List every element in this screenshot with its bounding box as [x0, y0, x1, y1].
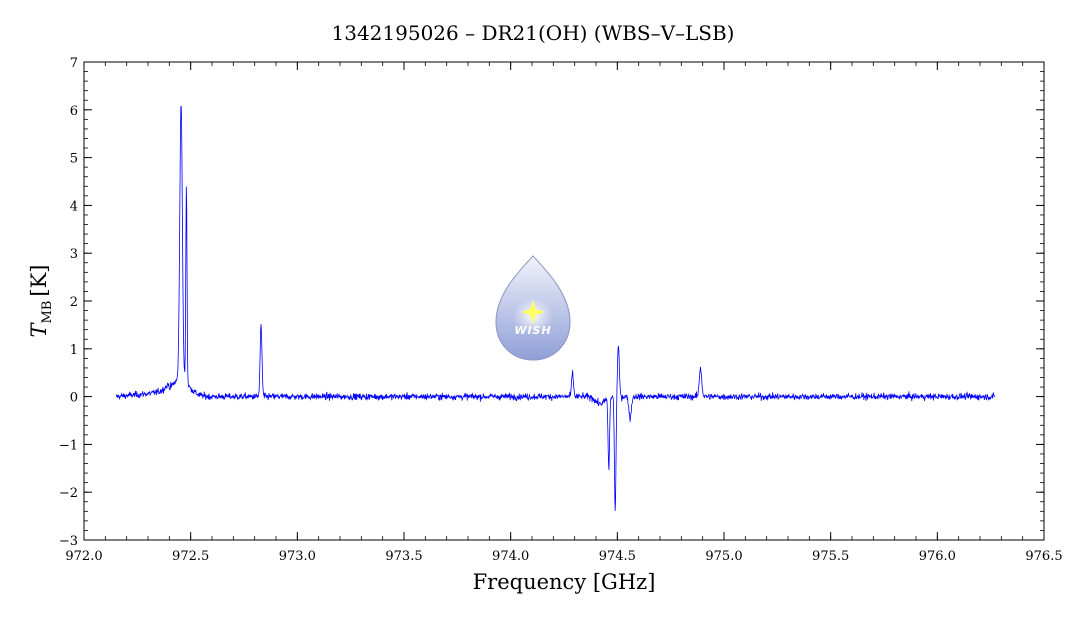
series-line	[115, 105, 996, 511]
y-axis-label: TMB [K]	[27, 265, 55, 338]
y-tick-label: 7	[70, 56, 78, 71]
star-icon	[521, 300, 545, 324]
x-tick-label: 975.0	[705, 549, 742, 564]
y-tick-label: 0	[70, 391, 78, 406]
y-tick-label: 4	[70, 199, 78, 214]
svg-text:TMB[K]: TMB [K]	[27, 265, 55, 338]
x-tick-label: 976.0	[919, 549, 956, 564]
y-tick-label: −2	[59, 486, 78, 501]
x-tick-label: 972.5	[172, 549, 209, 564]
y-axis-symbol: T	[27, 321, 51, 337]
x-tick-label: 972.0	[65, 549, 102, 564]
y-tick-label: 1	[70, 343, 78, 358]
x-axis-ticks: 972.0 972.5 973.0 973.5 974.0 974.5 975.0 975.5…	[65, 62, 1063, 564]
x-axis-label: Frequency [GHz]	[473, 570, 656, 594]
x-tick-label: 973.0	[279, 549, 316, 564]
y-axis-unit: [K]	[27, 265, 51, 297]
y-tick-label: −3	[59, 534, 78, 549]
y-axis-ticks: −3 −2 −1 0 1 2 3 4 5 6 7	[59, 56, 1044, 549]
y-axis-subscript: MB	[40, 301, 55, 324]
y-tick-label: 2	[70, 295, 78, 310]
x-tick-label: 975.5	[812, 549, 849, 564]
y-tick-label: 6	[70, 104, 78, 119]
x-tick-label: 976.5	[1025, 549, 1062, 564]
y-tick-label: 3	[70, 247, 78, 262]
x-tick-label: 973.5	[385, 549, 422, 564]
y-tick-label: −1	[59, 438, 78, 453]
logo-text: WISH	[514, 324, 551, 337]
x-tick-label: 974.5	[599, 549, 636, 564]
x-tick-label: 974.0	[492, 549, 529, 564]
wish-logo: WISH	[495, 255, 571, 361]
chart-title: 1342195026 – DR21(OH) (WBS–V–LSB)	[332, 21, 735, 45]
y-tick-label: 5	[70, 152, 78, 167]
